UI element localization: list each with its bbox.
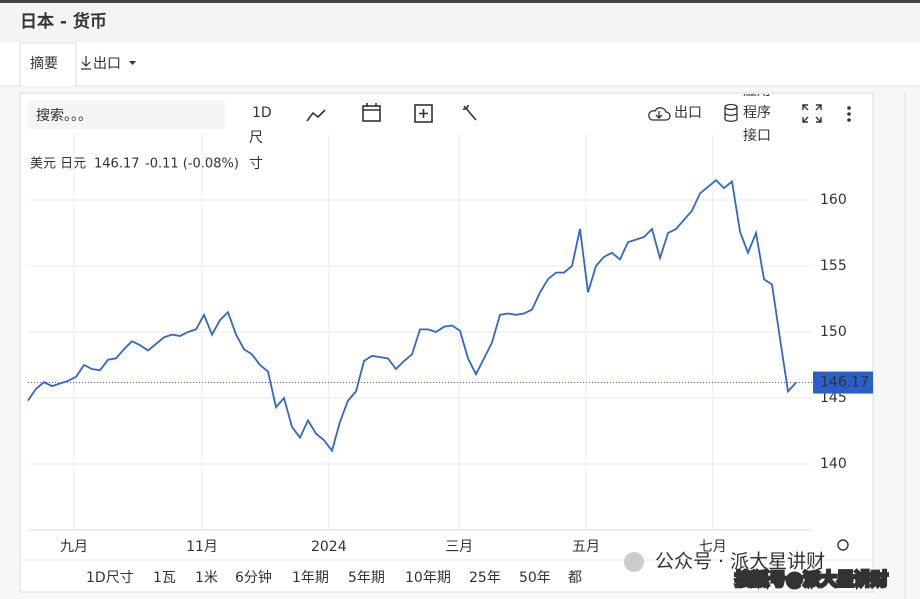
api-label[interactable]: 接口 bbox=[743, 127, 771, 144]
last-price-label: 146.17 bbox=[820, 375, 869, 391]
x-tick-label: 七月 bbox=[699, 539, 727, 555]
api-clip: 应用 bbox=[743, 82, 771, 99]
range-button[interactable]: 6分钟 bbox=[235, 569, 272, 586]
tab-export[interactable]: 出口 bbox=[93, 56, 121, 72]
interval-button[interactable]: 1D bbox=[252, 105, 272, 121]
api-label[interactable]: 应用 bbox=[743, 82, 771, 99]
watermark: 公众号 · 派大星讲财 bbox=[655, 551, 825, 573]
range-button[interactable]: 1米 bbox=[195, 570, 218, 586]
y-tick-label: 140 bbox=[820, 456, 847, 472]
search-placeholder[interactable]: 搜索。。。 bbox=[36, 107, 92, 124]
y-tick-label: 145 bbox=[820, 390, 847, 406]
y-tick-label: 155 bbox=[820, 258, 847, 274]
x-tick-label: 九月 bbox=[60, 539, 88, 555]
search-box[interactable] bbox=[28, 101, 225, 129]
calendar-detail bbox=[363, 103, 380, 111]
range-bar: 1D尺寸 1瓦 1米 6分钟 1年期 5年期 10年期 25年 50年 都 bbox=[86, 569, 582, 586]
x-tick-label: 三月 bbox=[445, 539, 473, 555]
range-button[interactable]: 1D尺寸 bbox=[86, 570, 134, 586]
interval-sub: 尺 bbox=[249, 130, 263, 146]
y-tick-label: 150 bbox=[820, 324, 847, 340]
legend-price: 146.17 bbox=[94, 157, 140, 172]
fullscreen-icon[interactable] bbox=[802, 104, 822, 123]
download-icon bbox=[81, 56, 91, 70]
top-line bbox=[0, 0, 920, 3]
page-title: 日本 - 货币 bbox=[20, 11, 107, 32]
wechat-icon bbox=[624, 552, 644, 572]
range-button[interactable]: 都 bbox=[568, 570, 582, 586]
x-tick-label: 五月 bbox=[572, 539, 600, 555]
caret bbox=[129, 61, 136, 65]
tab-summary[interactable]: 摘要 bbox=[30, 55, 58, 72]
chart-panel bbox=[19, 92, 874, 593]
export-button[interactable]: 出口 bbox=[674, 105, 702, 121]
watermark: 搜狐号@派大星讲财 bbox=[735, 569, 888, 590]
range-button[interactable]: 50年 bbox=[519, 570, 551, 586]
price-line bbox=[27, 178, 797, 453]
wrench-icon[interactable] bbox=[462, 104, 477, 121]
x-tick-label: 2024 bbox=[311, 539, 347, 555]
cloud-icon[interactable] bbox=[648, 107, 671, 121]
db-detail bbox=[724, 107, 738, 122]
api-label[interactable]: 程序 bbox=[743, 105, 771, 121]
legend-change: -0.11 (-0.08%) bbox=[145, 157, 239, 172]
add-detail bbox=[419, 109, 428, 118]
interval-sub: 寸 bbox=[249, 156, 263, 172]
legend-symbol: 美元 日元 bbox=[30, 157, 86, 172]
range-button[interactable]: 10年期 bbox=[405, 570, 451, 586]
calendar-icon[interactable] bbox=[362, 105, 381, 122]
header-bar bbox=[0, 0, 920, 42]
plot: 140 145 150 155 160 九月 11月 2024 三月 五月 七月 146.17 bbox=[27, 134, 873, 555]
range-button[interactable]: 25年 bbox=[469, 570, 501, 586]
settings-icon[interactable] bbox=[837, 539, 849, 551]
range-button[interactable]: 5年期 bbox=[348, 570, 385, 586]
more-icon[interactable] bbox=[847, 106, 851, 122]
x-tick-label: 11月 bbox=[186, 539, 218, 555]
range-button[interactable]: 1瓦 bbox=[153, 570, 176, 586]
y-tick-label: 160 bbox=[820, 192, 847, 208]
add-icon[interactable] bbox=[414, 104, 433, 123]
range-button[interactable]: 1年期 bbox=[292, 570, 329, 586]
last-price-box bbox=[813, 371, 873, 394]
line-icon[interactable] bbox=[306, 109, 326, 122]
